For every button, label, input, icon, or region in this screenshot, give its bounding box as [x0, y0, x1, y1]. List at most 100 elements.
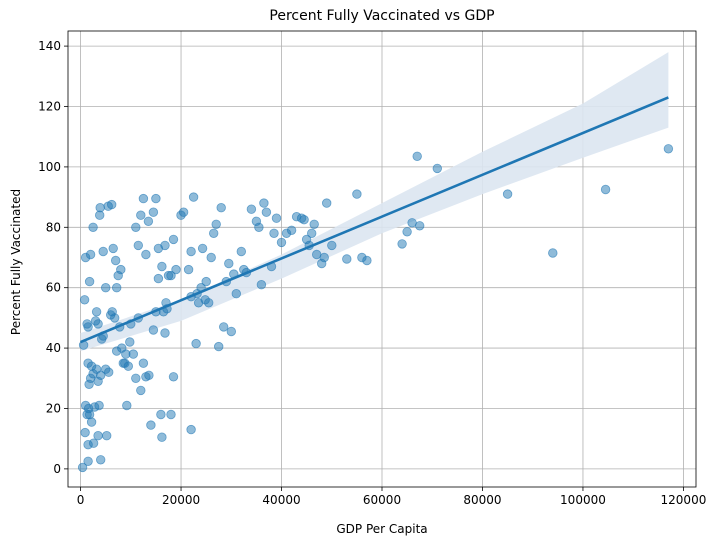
data-point — [271, 213, 282, 223]
data-point — [236, 246, 247, 257]
data-point — [160, 328, 170, 338]
data-point — [84, 276, 95, 287]
data-point — [108, 243, 118, 254]
data-point — [141, 249, 151, 260]
data-point — [122, 400, 132, 411]
data-point — [166, 409, 176, 420]
data-point — [191, 338, 201, 349]
data-point — [402, 227, 412, 237]
data-point — [136, 385, 146, 396]
data-point — [88, 438, 99, 448]
data-point — [218, 322, 229, 332]
data-point — [319, 252, 329, 263]
data-point — [548, 248, 558, 258]
data-point — [183, 264, 194, 275]
data-point — [80, 427, 90, 438]
data-point — [432, 163, 443, 174]
data-point — [307, 228, 317, 239]
y-tick-label: 140 — [38, 39, 61, 53]
data-point — [128, 349, 139, 359]
data-point — [362, 255, 372, 266]
data-point — [148, 325, 159, 335]
data-point — [342, 254, 352, 264]
data-points — [77, 144, 674, 473]
data-point — [286, 225, 297, 236]
data-point — [100, 283, 111, 293]
data-point — [131, 373, 141, 384]
data-point — [160, 240, 170, 251]
data-point — [397, 239, 407, 249]
x-axis-title: GDP Per Capita — [336, 522, 427, 536]
data-point — [254, 222, 264, 233]
data-point — [125, 337, 135, 347]
data-point — [83, 456, 93, 467]
data-point — [166, 270, 176, 281]
data-point — [276, 237, 287, 248]
data-point — [186, 424, 196, 435]
data-point — [663, 144, 674, 154]
data-point — [502, 189, 513, 199]
data-point — [95, 455, 106, 465]
data-point — [309, 219, 319, 230]
data-point — [269, 228, 279, 239]
data-point — [144, 370, 154, 381]
data-point — [86, 417, 97, 427]
data-point — [246, 204, 257, 214]
data-point — [203, 298, 214, 308]
data-point — [111, 283, 122, 293]
data-point — [168, 234, 179, 245]
data-point — [224, 258, 234, 269]
data-point — [352, 189, 362, 199]
data-point — [231, 289, 242, 299]
data-point — [106, 199, 117, 210]
y-axis-title: Percent Fully Vaccinated — [9, 189, 23, 335]
data-point — [133, 240, 144, 251]
data-point — [138, 193, 149, 204]
data-point — [157, 261, 167, 272]
x-tick-label: 40000 — [262, 493, 300, 507]
y-tick-label: 80 — [46, 220, 61, 234]
chart-title: Percent Fully Vaccinated vs GDP — [269, 8, 494, 24]
data-point — [88, 222, 98, 233]
data-point — [101, 431, 112, 441]
y-tick-label: 20 — [46, 401, 61, 415]
data-point — [83, 322, 93, 332]
data-point — [213, 341, 224, 352]
data-point — [226, 326, 237, 337]
data-point — [261, 207, 272, 217]
data-point — [186, 246, 196, 257]
x-tick-label: 0 — [77, 493, 85, 507]
regression-line — [80, 96, 669, 344]
x-tick-label: 120000 — [661, 493, 707, 507]
x-tick-label: 60000 — [363, 493, 401, 507]
x-axis-ticks: 0 20000 40000 60000 80000 100000 120000 — [77, 487, 707, 507]
data-point — [327, 240, 337, 251]
data-point — [120, 358, 130, 368]
data-point — [131, 222, 141, 233]
y-tick-label: 120 — [38, 99, 61, 113]
data-point — [208, 228, 219, 239]
data-point — [157, 432, 167, 442]
data-point — [146, 420, 156, 430]
data-point — [110, 255, 121, 266]
data-point — [93, 319, 103, 329]
data-point — [156, 409, 166, 420]
data-point — [93, 431, 103, 441]
data-point — [188, 192, 199, 202]
data-point — [91, 307, 102, 317]
data-point — [256, 280, 267, 290]
regression-line-layer — [80, 96, 669, 344]
data-point — [153, 273, 164, 284]
x-tick-label: 100000 — [560, 493, 606, 507]
data-point — [299, 214, 309, 225]
data-point — [138, 358, 149, 368]
data-point — [216, 202, 226, 213]
data-point — [95, 370, 106, 381]
data-point — [151, 193, 161, 204]
data-point — [171, 264, 181, 275]
data-point — [116, 264, 126, 275]
data-point — [136, 210, 146, 220]
data-point — [211, 219, 221, 230]
data-point — [178, 207, 189, 217]
